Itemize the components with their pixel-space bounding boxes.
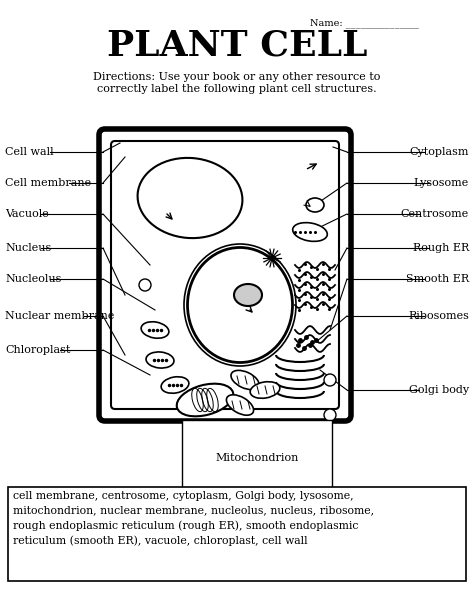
Circle shape [324, 374, 336, 386]
Text: Lysosome: Lysosome [414, 178, 469, 188]
Text: Cell wall: Cell wall [5, 147, 54, 157]
Text: Ribosomes: Ribosomes [408, 311, 469, 321]
Text: Vacuole: Vacuole [5, 209, 49, 219]
Text: Rough ER: Rough ER [413, 243, 469, 253]
Ellipse shape [250, 382, 280, 398]
Ellipse shape [188, 248, 292, 362]
Ellipse shape [293, 223, 328, 241]
Ellipse shape [161, 376, 189, 393]
Ellipse shape [306, 198, 324, 212]
Text: Name: _______________: Name: _______________ [310, 18, 419, 28]
Text: PLANT CELL: PLANT CELL [107, 28, 367, 62]
Text: cell membrane, centrosome, cytoplasm, Golgi body, lysosome,
mitochondrion, nucle: cell membrane, centrosome, cytoplasm, Go… [13, 491, 374, 546]
Ellipse shape [177, 384, 233, 416]
FancyBboxPatch shape [8, 487, 466, 581]
Text: Centrosome: Centrosome [401, 209, 469, 219]
Text: Smooth ER: Smooth ER [406, 274, 469, 284]
Text: Directions: Use your book or any other resource to
correctly label the following: Directions: Use your book or any other r… [93, 72, 381, 93]
Text: Mitochondrion: Mitochondrion [215, 453, 298, 463]
Ellipse shape [234, 284, 262, 306]
Ellipse shape [146, 352, 174, 368]
Ellipse shape [137, 158, 242, 238]
Circle shape [324, 409, 336, 421]
Ellipse shape [227, 395, 254, 415]
Text: Nucleolus: Nucleolus [5, 274, 61, 284]
FancyBboxPatch shape [99, 129, 351, 421]
Text: Golgi body: Golgi body [409, 385, 469, 395]
Ellipse shape [231, 371, 259, 389]
Text: Nucleus: Nucleus [5, 243, 51, 253]
Circle shape [139, 279, 151, 291]
Text: Chloroplast: Chloroplast [5, 345, 70, 355]
Text: Cytoplasm: Cytoplasm [410, 147, 469, 157]
Text: Cell membrane: Cell membrane [5, 178, 91, 188]
Ellipse shape [141, 322, 169, 338]
Text: Nuclear membrane: Nuclear membrane [5, 311, 114, 321]
